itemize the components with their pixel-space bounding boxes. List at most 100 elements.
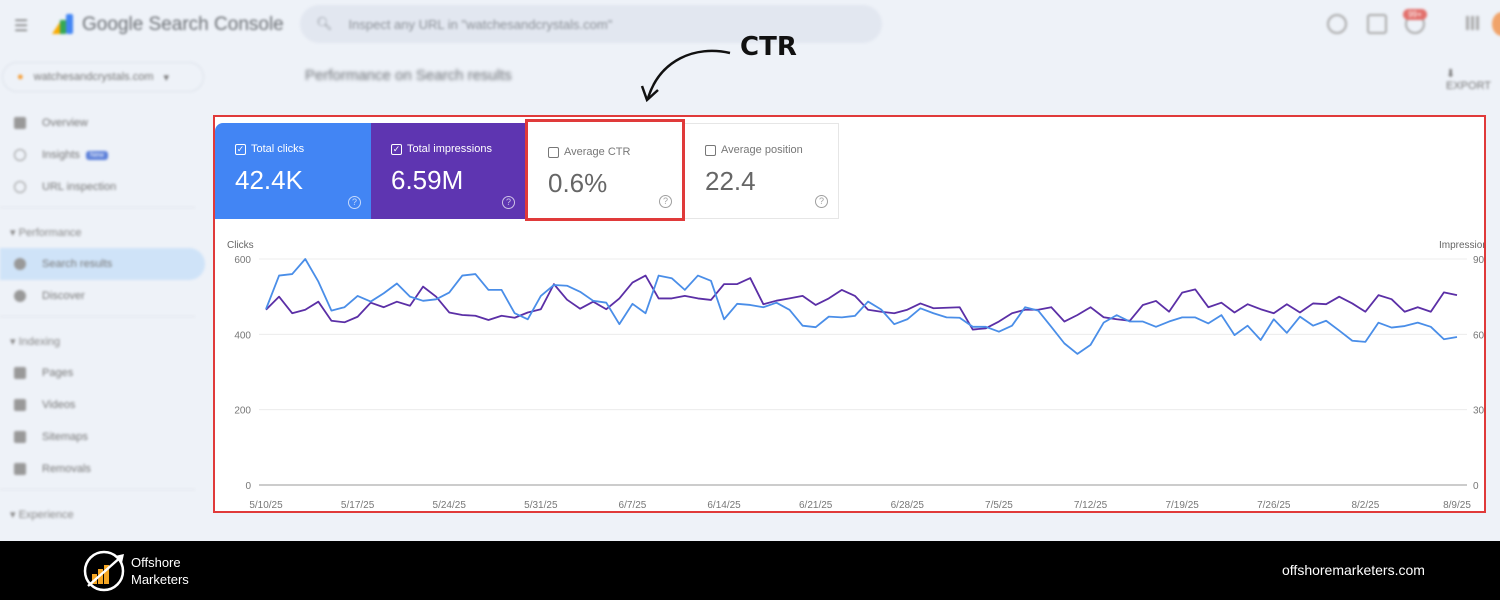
search-icon xyxy=(14,181,26,193)
checkbox-checked-icon[interactable]: ✓ xyxy=(235,143,246,155)
ctr-annotation: CTR xyxy=(740,32,797,62)
metric-label: Average CTR xyxy=(564,146,631,158)
property-icon: ● xyxy=(17,71,24,83)
sidebar-item-discover[interactable]: Discover xyxy=(0,280,205,312)
sidebar-item-overview[interactable]: Overview xyxy=(0,107,205,139)
top-bar: ☰ Google Search Console 🔍︎ Inspect any UR… xyxy=(0,0,1500,50)
x-tick-label: 8/9/25 xyxy=(1443,500,1471,511)
brand-name: Offshore Marketers xyxy=(131,554,189,588)
help-icon[interactable]: ? xyxy=(659,195,672,208)
checkbox-unchecked-icon[interactable] xyxy=(705,144,716,156)
checkbox-unchecked-icon[interactable] xyxy=(548,146,559,158)
app-title: Google Search Console xyxy=(82,14,284,35)
metric-value: 6.59M xyxy=(391,165,464,195)
x-tick-label: 5/17/25 xyxy=(341,500,375,511)
series-line-impressions xyxy=(265,274,1458,331)
eye-off-icon xyxy=(14,463,26,475)
lightbulb-icon xyxy=(14,149,26,161)
avatar[interactable] xyxy=(1492,12,1500,36)
search-icon: 🔍︎ xyxy=(316,16,333,31)
section-experience[interactable]: ▾ Experience xyxy=(10,509,74,521)
website-link[interactable]: offshoremarketers.com xyxy=(1282,562,1425,578)
metric-label: Total impressions xyxy=(407,143,492,155)
x-tick-label: 5/31/25 xyxy=(524,500,558,511)
metric-value: 22.4 xyxy=(705,166,756,196)
google-icon xyxy=(14,258,26,270)
annotation-arrow-icon xyxy=(640,49,731,103)
right-axis-label: Impressions xyxy=(1439,240,1484,251)
export-button[interactable]: ⬇ EXPORT xyxy=(1446,68,1492,92)
footer-banner: Offshore Marketers offshoremarketers.com xyxy=(0,541,1500,600)
left-tick-label: 600 xyxy=(234,255,251,266)
section-title: Experience xyxy=(18,509,74,521)
sidebar-item-pages[interactable]: Pages xyxy=(0,357,205,389)
x-tick-label: 5/24/25 xyxy=(433,500,467,511)
divider xyxy=(0,316,195,317)
sidebar-item-label: Sitemaps xyxy=(42,431,88,443)
sidebar-item-sitemaps[interactable]: Sitemaps xyxy=(0,421,205,453)
help-icon[interactable]: ? xyxy=(348,196,361,209)
search-placeholder: Inspect any URL in "watchesandcrystals.c… xyxy=(348,16,613,32)
metric-total-clicks[interactable]: ✓ Total clicks 42.4K? xyxy=(215,123,371,219)
x-tick-label: 6/28/25 xyxy=(891,500,925,511)
series-line-clicks xyxy=(265,258,1458,355)
left-tick-label: 200 xyxy=(234,406,251,417)
x-tick-label: 7/26/25 xyxy=(1257,500,1291,511)
property-selector[interactable]: ● watchesandcrystals.com ▾ xyxy=(2,62,204,92)
asterisk-icon xyxy=(14,290,26,302)
x-tick-label: 5/10/25 xyxy=(249,500,283,511)
sidebar-item-search-results[interactable]: Search results xyxy=(0,248,205,280)
search-console-logo xyxy=(52,14,73,34)
sidebar-item-label: URL inspection xyxy=(42,181,117,193)
menu-icon[interactable]: ☰ xyxy=(14,18,29,35)
property-name: watchesandcrystals.com xyxy=(33,71,154,83)
help-icon[interactable] xyxy=(1327,14,1347,34)
sidebar-item-url-inspection[interactable]: URL inspection xyxy=(0,171,205,203)
performance-card: ✓ Total clicks 42.4K? ✓ Total impressions 6.… xyxy=(213,115,1486,513)
sidebar-item-label: Overview xyxy=(42,117,88,129)
sidebar-item-removals[interactable]: Removals xyxy=(0,453,205,485)
sidebar-item-insights[interactable]: Insights New xyxy=(0,139,205,171)
x-tick-label: 6/7/25 xyxy=(619,500,647,511)
sidebar-item-label: Pages xyxy=(42,367,74,379)
sidebar-item-videos[interactable]: Videos xyxy=(0,389,205,421)
right-tick-label: 90K xyxy=(1473,255,1484,266)
section-title: Indexing xyxy=(18,336,61,348)
right-tick-label: 60K xyxy=(1473,330,1484,341)
notification-badge: 99+ xyxy=(1403,9,1427,20)
home-icon xyxy=(14,117,26,129)
help-icon[interactable]: ? xyxy=(502,196,515,209)
sidebar-item-label: Removals xyxy=(42,463,91,475)
sidebar-item-label: Insights xyxy=(42,149,80,161)
pages-icon xyxy=(14,367,26,379)
section-indexing[interactable]: ▾ Indexing xyxy=(10,336,61,348)
right-tick-label: 30K xyxy=(1473,406,1484,417)
metric-label: Average position xyxy=(721,144,803,156)
help-icon[interactable]: ? xyxy=(815,195,828,208)
metric-average-position[interactable]: Average position 22.4? xyxy=(685,123,839,219)
left-tick-label: 0 xyxy=(245,481,251,492)
metric-label: Total clicks xyxy=(251,143,305,155)
right-tick-label: 0 xyxy=(1473,481,1479,492)
x-tick-label: 7/19/25 xyxy=(1165,500,1199,511)
manage-users-icon[interactable] xyxy=(1367,14,1387,34)
sidebar-item-label: Videos xyxy=(42,399,76,411)
metric-total-impressions[interactable]: ✓ Total impressions 6.59M? xyxy=(371,123,525,219)
metric-average-ctr[interactable]: Average CTR 0.6%? xyxy=(525,119,685,221)
x-tick-label: 7/5/25 xyxy=(985,500,1013,511)
x-tick-label: 8/2/25 xyxy=(1351,500,1379,511)
x-tick-label: 6/14/25 xyxy=(707,500,741,511)
new-tag: New xyxy=(85,150,108,160)
x-tick-label: 7/12/25 xyxy=(1074,500,1108,511)
metric-value: 0.6% xyxy=(548,168,608,198)
section-performance[interactable]: ▾ Performance xyxy=(10,227,82,239)
checkbox-checked-icon[interactable]: ✓ xyxy=(391,143,402,155)
sidebar-item-label: Search results xyxy=(42,258,113,270)
apps-grid-icon[interactable] xyxy=(1466,16,1480,30)
url-inspect-search[interactable]: 🔍︎ Inspect any URL in "watchesandcrystals… xyxy=(300,5,882,43)
export-label: EXPORT xyxy=(1446,80,1492,92)
page-title: Performance on Search results xyxy=(305,67,512,84)
brand-line-2: Marketers xyxy=(131,572,189,587)
brand-line-1: Offshore xyxy=(131,555,181,570)
video-icon xyxy=(14,399,26,411)
